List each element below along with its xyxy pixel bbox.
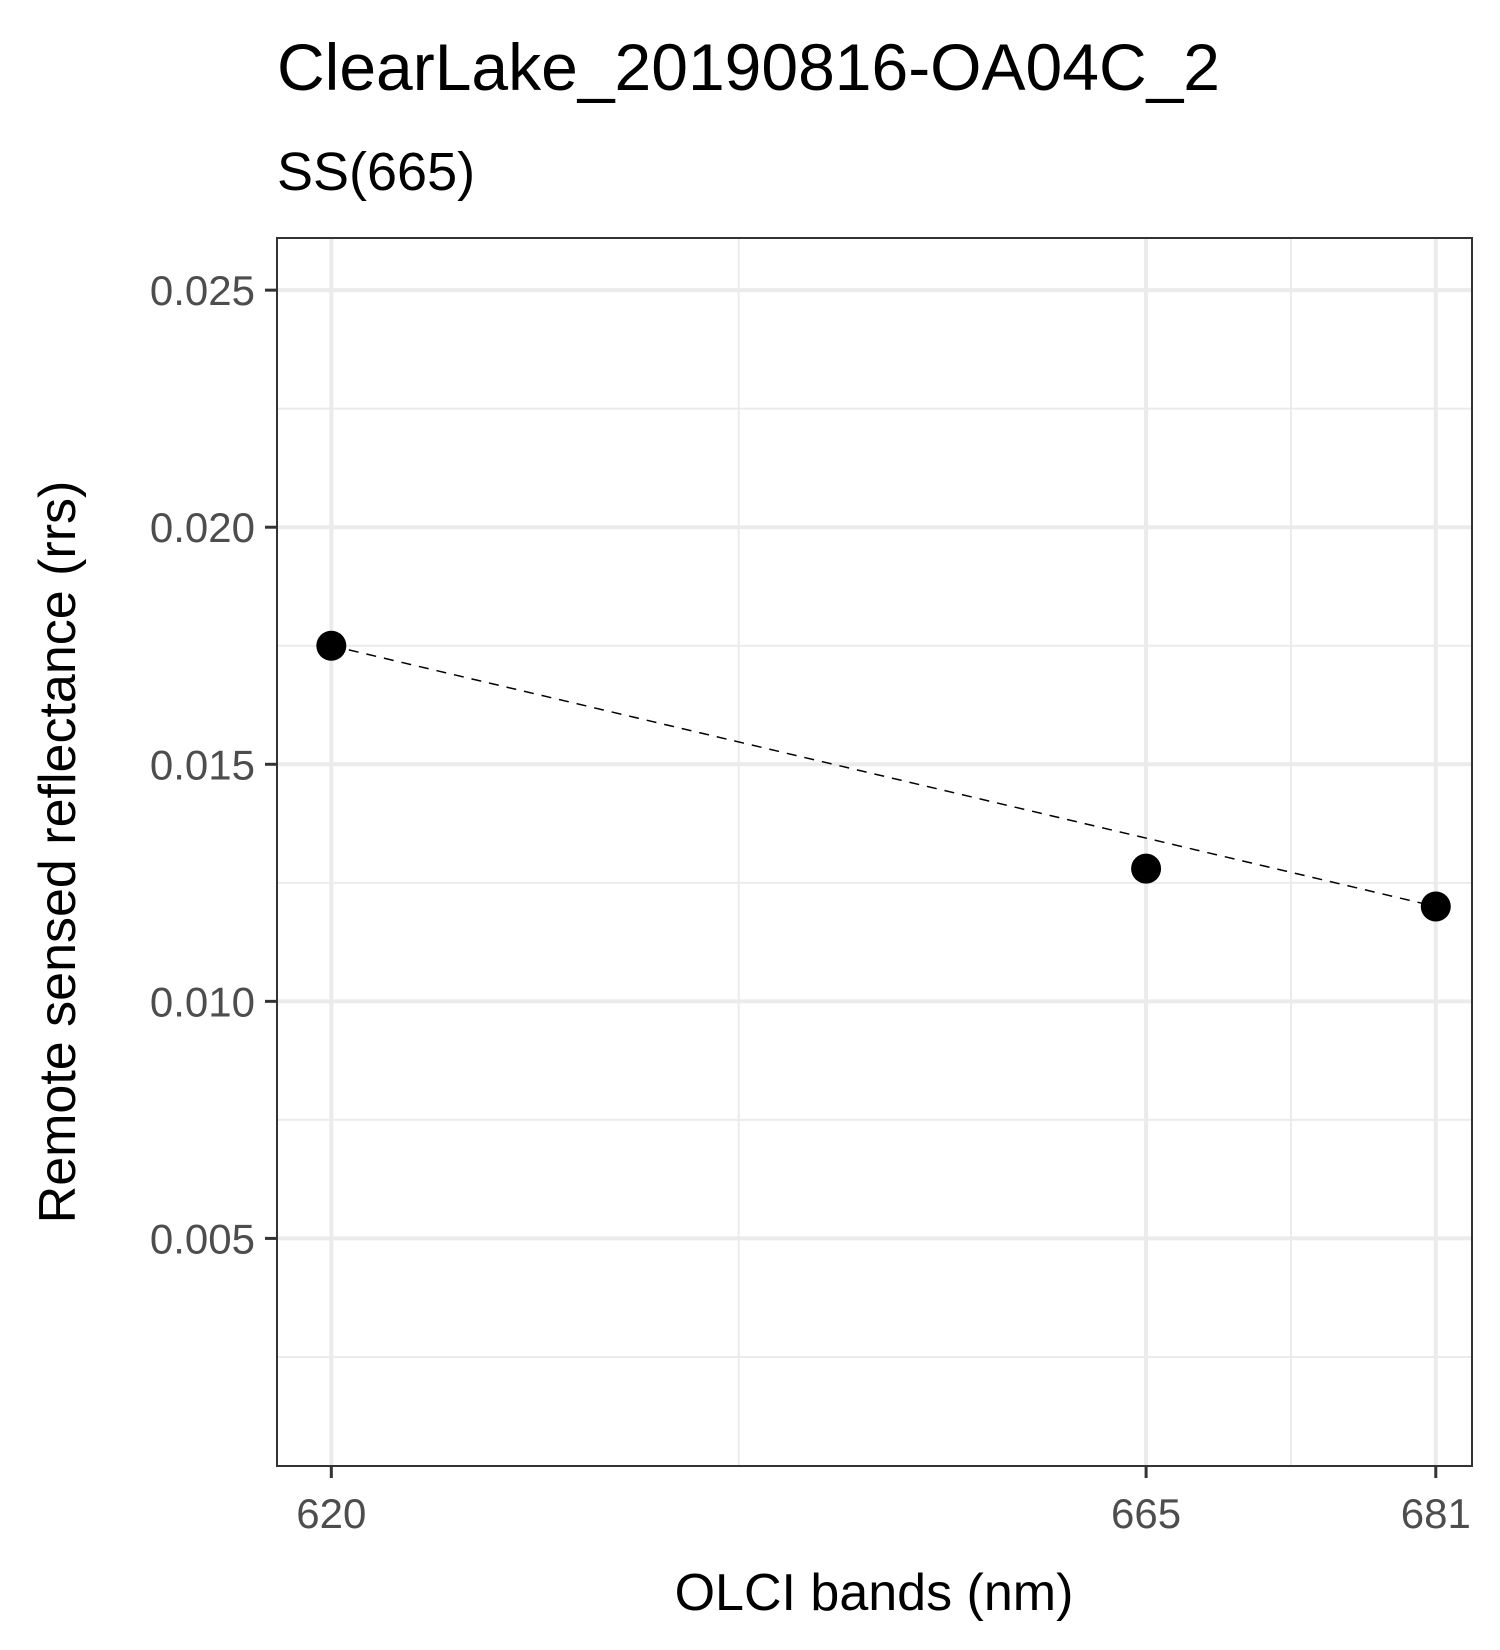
trend-line-layer: [331, 645, 1436, 908]
points-layer: [316, 630, 1451, 922]
x-tick-label: 620: [296, 1490, 366, 1537]
data-point: [1420, 891, 1451, 922]
y-tick-label: 0.005: [150, 1215, 255, 1262]
chart-subtitle: SS(665): [277, 142, 475, 202]
y-tick-label: 0.010: [150, 978, 255, 1025]
data-point: [316, 630, 347, 661]
x-tick-label: 665: [1111, 1490, 1181, 1537]
x-axis-title: OLCI bands (nm): [675, 1564, 1074, 1622]
trend-line: [331, 645, 1436, 908]
y-tick-label: 0.015: [150, 741, 255, 788]
data-point: [1131, 853, 1162, 884]
grid-layer: [277, 238, 1472, 1466]
panel-border: [276, 237, 1473, 1467]
y-tick-label: 0.025: [150, 267, 255, 314]
chart-title: ClearLake_20190816-OA04C_2: [277, 30, 1220, 104]
x-tick-label: 681: [1401, 1490, 1471, 1537]
y-tick-label: 0.020: [150, 504, 255, 551]
axis-layer: 0.005 0.010 0.015 0.020 0.025 620 665 681: [150, 267, 1471, 1537]
y-axis-title: Remote sensed reflectance (rrs): [29, 481, 87, 1224]
